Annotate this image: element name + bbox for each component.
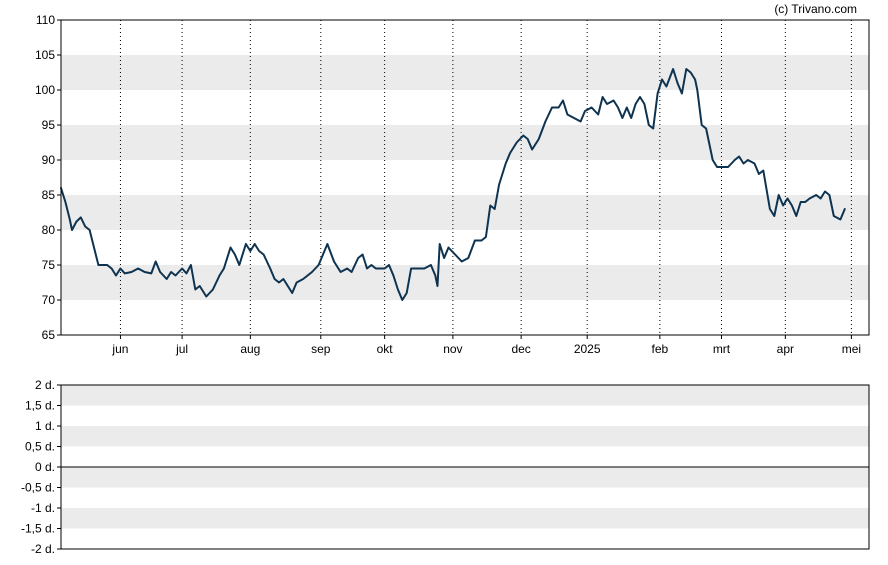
x-tick-label: jul (175, 342, 188, 356)
x-tick-label: okt (377, 342, 394, 356)
x-tick-label: dec (511, 342, 530, 356)
band (61, 195, 869, 230)
y-tick-label: -1,5 d. (21, 522, 55, 536)
x-tick-label: apr (777, 342, 794, 356)
y-tick-label: 105 (35, 48, 55, 62)
x-tick-label: feb (652, 342, 669, 356)
x-tick-label: jun (111, 342, 128, 356)
y-tick-label: 75 (42, 258, 56, 272)
y-tick-label: 110 (36, 13, 55, 27)
y-tick-label: 2 d. (35, 378, 55, 392)
days-panel: 2 d. 1,5 d. 1 d. 0,5 d. 0 d. -0,5 d. -1 d. -1,5… (21, 378, 870, 556)
y-tick-label: 100 (35, 83, 55, 97)
y-tick-label: 0 d. (35, 460, 55, 474)
price-series-line (60, 68, 846, 301)
x-tick-label: sep (311, 342, 331, 356)
x-tick-label: mrt (713, 342, 731, 356)
y-tick-label: -1 d. (31, 501, 55, 515)
y-tick-label: 95 (42, 118, 56, 132)
price-panel-frame (60, 19, 870, 336)
price-panel: 65 70 75 80 85 90 95 100 105 110 jun jul aug sep okt n… (35, 13, 870, 356)
y-tick-label: -2 d. (31, 542, 55, 556)
x-tick-label: mei (842, 342, 861, 356)
x-tick-label: 2025 (574, 342, 601, 356)
band (61, 385, 869, 406)
band (61, 508, 869, 529)
band (61, 426, 869, 447)
x-tick-label: nov (443, 342, 462, 356)
band (61, 55, 869, 90)
y-tick-label: 80 (42, 223, 56, 237)
y-tick-label: 70 (42, 293, 56, 307)
y-tick-label: 90 (42, 153, 56, 167)
y-tick-label: 1 d. (35, 419, 55, 433)
x-tick-label: aug (240, 342, 260, 356)
band (61, 125, 869, 160)
credit-label: (c) Trivano.com (774, 2, 857, 16)
band (61, 467, 869, 488)
y-tick-label: 1,5 d. (25, 399, 55, 413)
y-tick-label: 65 (42, 328, 56, 342)
y-tick-label: 85 (42, 188, 56, 202)
y-tick-label: -0,5 d. (21, 481, 55, 495)
band (61, 265, 869, 300)
y-tick-label: 0,5 d. (25, 440, 55, 454)
